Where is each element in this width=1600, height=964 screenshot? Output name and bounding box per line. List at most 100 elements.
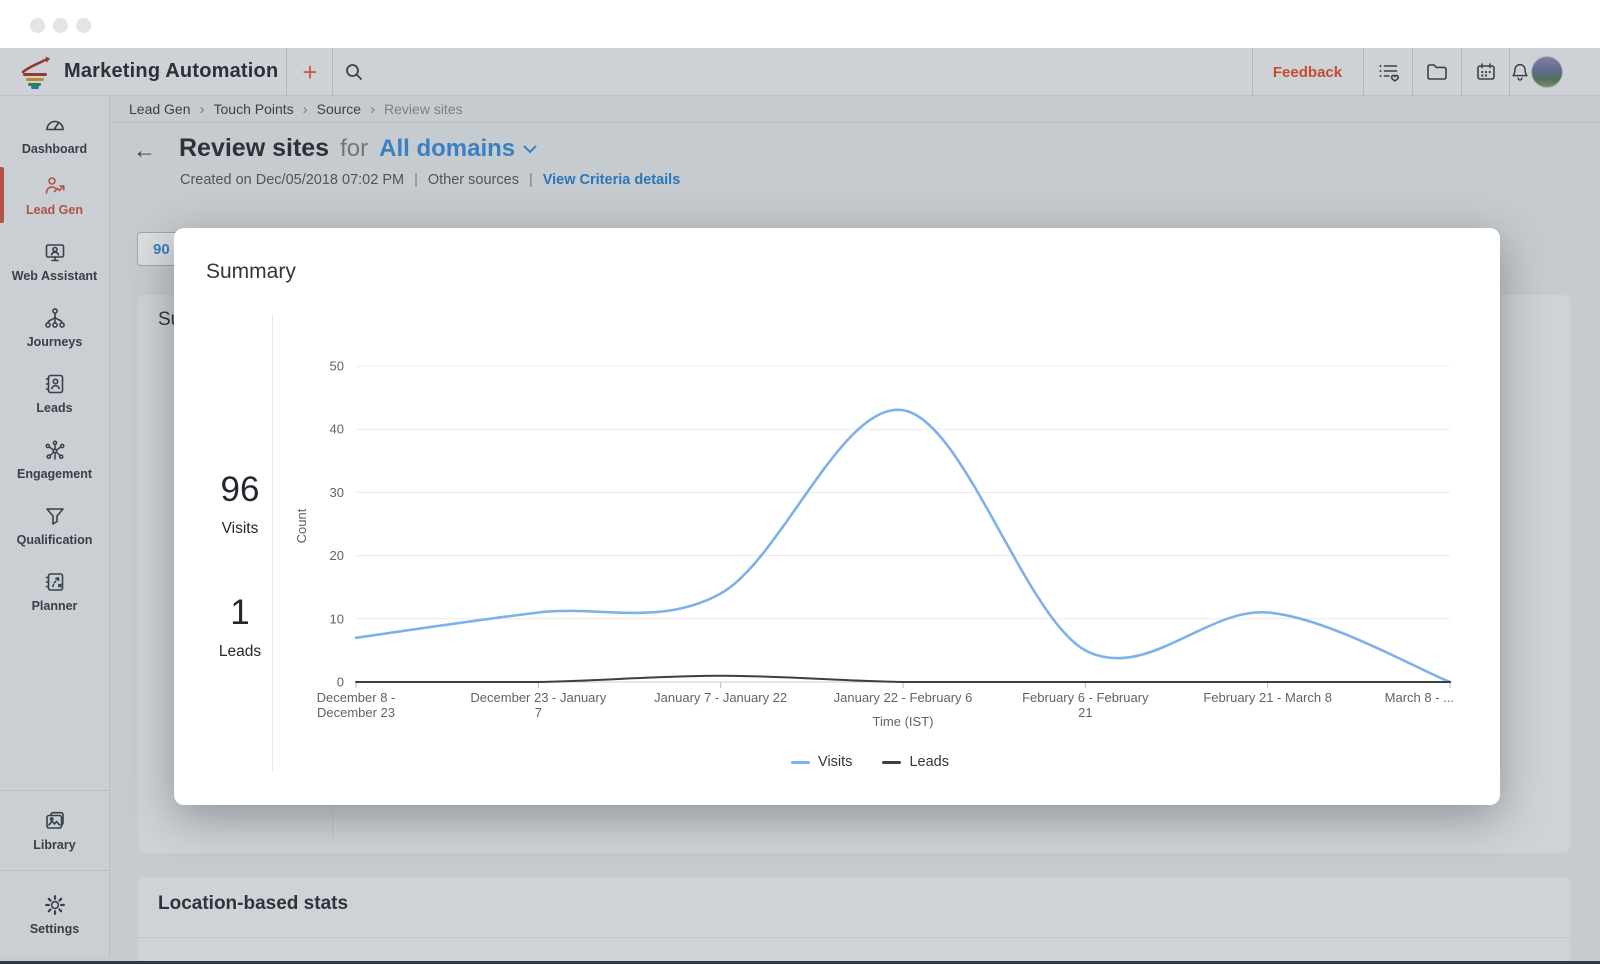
domain-selector[interactable]: All domains	[379, 135, 537, 163]
leads-line-swatch	[882, 760, 902, 764]
calendar-icon	[1476, 63, 1495, 80]
sidebar-item-label: Journeys	[26, 334, 83, 349]
svg-text:20: 20	[330, 548, 344, 563]
chevron-right-icon: ›	[199, 100, 205, 118]
sidebar-item-dashboard[interactable]: Dashboard	[0, 96, 109, 162]
svg-text:0: 0	[337, 675, 344, 690]
svg-text:January 22 - February 6: January 22 - February 6	[834, 690, 973, 705]
location-stats-title: Location-based stats	[158, 893, 349, 914]
engagement-icon	[44, 439, 65, 460]
svg-text:40: 40	[330, 422, 344, 437]
search-icon	[346, 64, 362, 80]
summary-dialog: Summary 96 Visits 1 Leads 0 10 20 30 40 50 Dec…	[174, 228, 1500, 805]
svg-text:March 8 - ...: March 8 - ...	[1385, 690, 1454, 705]
created-info-row: Created on Dec/05/2018 07:02 PM | Other …	[180, 172, 680, 188]
leads-contact-icon	[45, 374, 63, 393]
svg-text:30: 30	[330, 485, 344, 500]
app-header: Marketing Automation + Feedback	[0, 48, 1600, 96]
search-button[interactable]	[334, 48, 374, 96]
chevron-down-icon	[523, 145, 537, 153]
window-close-button[interactable]	[30, 18, 45, 33]
app-title: Marketing Automation	[64, 60, 279, 82]
sidebar-nav: Dashboard Lead Gen Web Assistant	[0, 96, 110, 958]
sidebar-item-label: Planner	[31, 598, 78, 613]
planner-icon	[45, 572, 63, 591]
chart-legend: Visits Leads	[290, 754, 1450, 770]
page-title-row: Review sites for All domains	[179, 134, 537, 163]
visits-stat: 96 Visits	[190, 470, 290, 538]
dashboard-gauge-icon	[45, 120, 64, 130]
svg-text:Count: Count	[294, 508, 309, 543]
sidebar-item-label: Leads	[36, 400, 73, 415]
activity-list-button[interactable]	[1363, 48, 1412, 96]
summary-line-chart: 0 10 20 30 40 50 December 8 -December 23 Decemb…	[294, 359, 1454, 730]
leads-label: Leads	[218, 643, 262, 660]
breadcrumb: Lead Gen › Touch Points › Source › Revie…	[110, 96, 1600, 123]
sidebar-item-web-assistant[interactable]: Web Assistant	[0, 228, 109, 294]
dialog-title: Summary	[206, 260, 296, 283]
sidebar-item-qualification[interactable]: Qualification	[0, 492, 109, 558]
breadcrumb-lead-gen[interactable]: Lead Gen	[129, 101, 191, 117]
sidebar-item-label: Lead Gen	[26, 202, 83, 217]
sidebar-item-label: Web Assistant	[11, 268, 98, 283]
window-minimize-button[interactable]	[53, 18, 68, 33]
pipe-separator: |	[528, 172, 533, 188]
create-new-button[interactable]: +	[302, 56, 318, 87]
folder-icon	[1426, 64, 1447, 80]
created-on-text: Created on Dec/05/2018 07:02 PM	[180, 172, 405, 188]
qualification-funnel-icon	[45, 507, 64, 525]
window-titlebar	[0, 0, 1600, 48]
visits-label: Visits	[221, 520, 259, 537]
sidebar-item-engagement[interactable]: Engagement	[0, 426, 109, 492]
chevron-right-icon: ›	[370, 100, 376, 118]
breadcrumb-touch-points[interactable]: Touch Points	[213, 101, 294, 117]
files-button[interactable]	[1412, 48, 1461, 96]
sidebar-item-settings[interactable]: Settings	[0, 870, 109, 958]
bottom-edge	[0, 961, 1600, 964]
leads-value: 1	[230, 593, 250, 632]
library-images-icon	[45, 811, 64, 829]
sidebar-item-planner[interactable]: Planner	[0, 558, 109, 624]
location-stats-card: Location-based stats	[138, 877, 1570, 961]
breadcrumb-current: Review sites	[384, 101, 463, 117]
title-connector: for	[340, 135, 369, 162]
back-button[interactable]: ←	[133, 137, 156, 163]
web-assistant-icon	[45, 243, 64, 261]
sidebar-item-journeys[interactable]: Journeys	[0, 294, 109, 360]
view-criteria-link[interactable]: View Criteria details	[542, 172, 681, 188]
breadcrumb-source[interactable]: Source	[316, 101, 362, 117]
bell-icon	[1512, 63, 1528, 81]
window-zoom-button[interactable]	[76, 18, 91, 33]
list-heart-icon	[1379, 65, 1399, 82]
source-note: Other sources	[427, 172, 519, 188]
pipe-separator: |	[414, 172, 418, 188]
lead-gen-icon	[45, 176, 65, 194]
active-indicator	[0, 167, 4, 223]
domain-selector-value: All domains	[379, 135, 516, 162]
svg-text:10: 10	[330, 611, 344, 626]
svg-text:February 21 - March 8: February 21 - March 8	[1203, 690, 1332, 705]
leads-stat: 1 Leads	[190, 593, 290, 661]
svg-text:50: 50	[330, 359, 344, 374]
page-title: Review sites	[179, 134, 330, 162]
app-window: Marketing Automation + Feedback	[0, 48, 1600, 961]
feedback-button[interactable]: Feedback	[1272, 63, 1343, 81]
notifications-button[interactable]	[1509, 48, 1531, 96]
svg-text:January 7 - January 22: January 7 - January 22	[654, 690, 787, 705]
calendar-button[interactable]	[1461, 48, 1510, 96]
svg-text:Time (IST): Time (IST)	[873, 714, 934, 729]
sidebar-item-label: Settings	[29, 922, 80, 936]
visits-line-swatch	[791, 760, 811, 764]
sidebar-item-library[interactable]: Library	[0, 790, 109, 870]
sidebar-item-label: Engagement	[16, 466, 92, 481]
user-avatar[interactable]	[1531, 56, 1563, 88]
svg-text:December 8 -December 23: December 8 -December 23	[317, 690, 396, 720]
legend-item-visits[interactable]: Visits	[791, 754, 852, 770]
legend-item-leads[interactable]: Leads	[882, 754, 949, 770]
sidebar-item-lead-gen[interactable]: Lead Gen	[0, 162, 109, 228]
settings-gear-icon	[44, 895, 65, 915]
sidebar-item-leads[interactable]: Leads	[0, 360, 109, 426]
